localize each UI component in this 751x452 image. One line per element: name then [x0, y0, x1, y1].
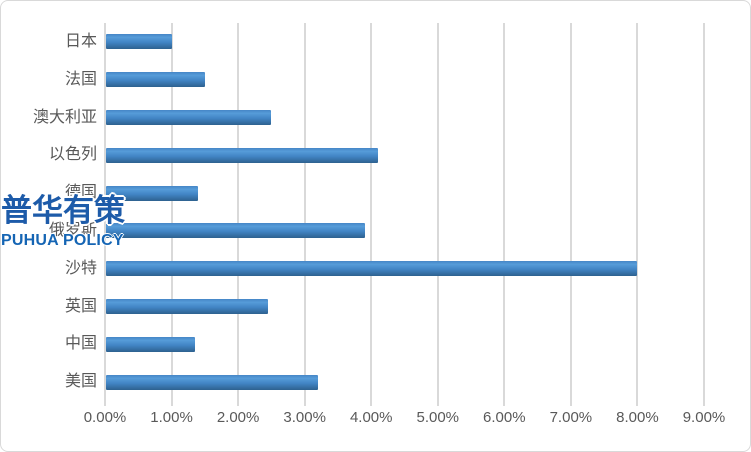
bar: [106, 147, 378, 163]
axis-tick-label: 5.00%: [416, 409, 460, 426]
axis-tick-label: 9.00%: [682, 409, 726, 426]
bar-row: [105, 61, 704, 99]
bar: [106, 109, 272, 125]
axis-tick-label: 2.00%: [216, 409, 260, 426]
bar-row: [105, 363, 704, 401]
gridline: [436, 23, 439, 401]
axis-tick-mark: [436, 401, 439, 406]
axis-tick-label: 6.00%: [483, 409, 526, 426]
x-axis-labels: 0.00% 1.00% 2.00% 3.00% 4.00% 5.00% 6.00% 7.00%…: [84, 409, 726, 431]
axis-tick-label: 1.00%: [150, 409, 193, 426]
bar-row: [105, 325, 704, 363]
gridline: [170, 23, 173, 401]
plot-area: [104, 23, 705, 406]
bar-row: [105, 136, 704, 174]
axis-tick-mark: [170, 401, 173, 406]
bar: [106, 298, 269, 314]
bar: [106, 336, 195, 352]
category-label: 以色列: [48, 146, 97, 164]
category-label: 法国: [64, 70, 97, 88]
bar-row: [105, 250, 704, 288]
axis-tick-mark: [237, 401, 240, 406]
gridline: [703, 23, 705, 401]
gridline: [569, 23, 572, 401]
gridline: [237, 23, 240, 401]
bar: [106, 374, 318, 390]
bar-row: [105, 212, 704, 250]
gridline: [104, 23, 106, 401]
category-label: 德国: [64, 184, 97, 202]
axis-tick-mark: [569, 401, 572, 406]
category-label: 美国: [64, 373, 97, 391]
axis-tick-mark: [636, 401, 639, 406]
axis-tick-mark: [104, 401, 106, 406]
axis-tick-mark: [303, 401, 306, 406]
category-label: 日本: [64, 32, 97, 50]
bar-row: [105, 288, 704, 326]
category-label: 英国: [64, 297, 97, 315]
category-label: 澳大利亚: [32, 108, 97, 126]
axis-tick-label: 4.00%: [349, 409, 393, 426]
axis-tick-mark: [703, 401, 705, 406]
bar: [106, 185, 199, 201]
category-label: 沙特: [64, 259, 97, 277]
axis-tick-mark: [370, 401, 373, 406]
axis-tick-label: 0.00%: [83, 409, 127, 426]
bar: [106, 34, 172, 50]
bar-row: [105, 99, 704, 137]
bar-row: [105, 23, 704, 61]
category-label: 俄罗斯: [48, 221, 97, 239]
gridline: [636, 23, 639, 401]
axis-tick-label: 3.00%: [283, 409, 326, 426]
gridline: [503, 23, 506, 401]
category-label: 中国: [64, 335, 97, 353]
bar: [106, 72, 205, 88]
bar-row: [105, 174, 704, 212]
axis-tick-label: 8.00%: [616, 409, 659, 426]
bar: [106, 223, 365, 239]
axis-tick-label: 7.00%: [549, 409, 593, 426]
bar: [106, 261, 638, 277]
gridline: [370, 23, 373, 401]
axis-tick-mark: [503, 401, 506, 406]
gridline: [303, 23, 306, 401]
